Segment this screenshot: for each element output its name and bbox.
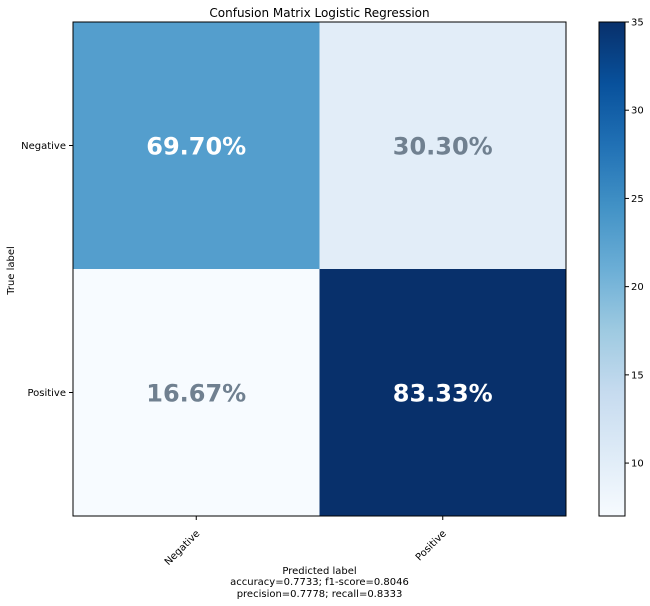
plot-frame	[72, 21, 567, 517]
y-axis-label: True label	[6, 246, 17, 296]
colorbar: 10 15 20 25 30 35	[598, 18, 644, 517]
chart-title: Confusion Matrix Logistic Regression	[209, 6, 429, 20]
heatmap-cell-negative-positive	[319, 22, 566, 269]
colorbar-tick-label-30: 30	[631, 106, 644, 117]
heatmap-cell-positive-negative	[73, 269, 320, 516]
x-tick-label-positive: Positive	[414, 528, 449, 563]
y-tick-label-negative: Negative	[21, 141, 66, 152]
x-axis-label: Predicted label	[282, 566, 356, 577]
colorbar-tick-label-35: 35	[631, 18, 644, 29]
cell-label-positive-negative: 16.67%	[146, 380, 246, 408]
cell-label-negative-positive: 30.30%	[393, 133, 493, 161]
y-tick-label-positive: Positive	[27, 388, 66, 399]
colorbar-tick-label-25: 25	[631, 194, 644, 205]
colorbar-tick-label-10: 10	[631, 459, 644, 470]
colorbar-gradient	[598, 21, 626, 517]
cell-label-positive-positive: 83.33%	[393, 380, 493, 408]
x-tick-label-negative: Negative	[163, 528, 203, 568]
heatmap-cell-positive-positive	[319, 269, 566, 516]
heatmap-plot: 69.70% 30.30% 16.67% 83.33%	[72, 21, 567, 517]
x-axis: Negative Positive	[163, 516, 449, 568]
cell-label-negative-negative: 69.70%	[146, 133, 246, 161]
metrics-line-1: accuracy=0.7733; f1-score=0.8046	[230, 577, 409, 588]
metrics-line-2: precision=0.7778; recall=0.8333	[237, 589, 403, 600]
colorbar-tick-label-15: 15	[631, 370, 644, 381]
colorbar-tick-label-20: 20	[631, 282, 644, 293]
y-axis: Negative Positive	[21, 141, 73, 399]
heatmap-cell-negative-negative	[73, 22, 320, 269]
